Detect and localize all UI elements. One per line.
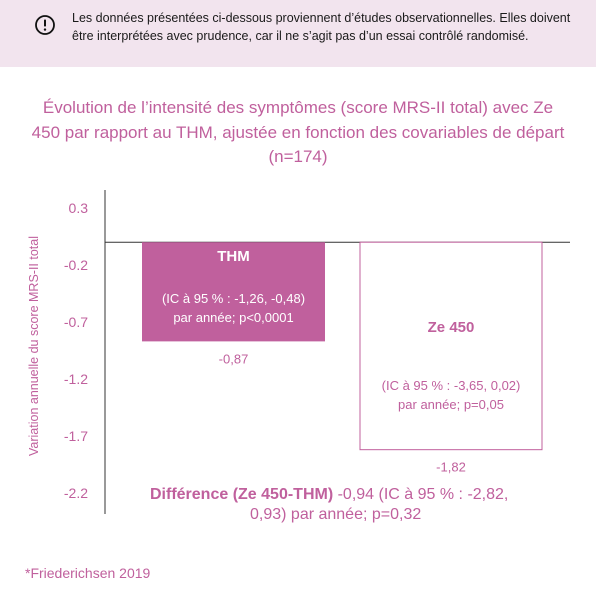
y-tick-label: -1.7 [64,428,88,444]
bar-annotation: (IC à 95 % : -3,65, 0,02) [382,378,521,393]
y-tick-label: -1.2 [64,371,88,387]
y-tick-label: -0.7 [64,314,88,330]
category-label: THM [217,248,250,265]
bar-annotation: (IC à 95 % : -1,26, -0,48) [162,291,305,306]
difference-note: Différence (Ze 450-THM) -0,94 (IC à 95 %… [150,486,508,503]
bar-annotation: par année; p=0,05 [398,397,504,412]
y-tick-label: -0.2 [64,257,88,273]
y-tick-label: -2.2 [64,485,88,501]
exclamation-circle-icon [35,15,55,35]
notice-text: Les données présentées ci-dessous provie… [72,11,571,43]
value-label: -1,82 [436,460,466,475]
value-label: -0,87 [219,351,249,366]
notice-banner: Les données présentées ci-dessous provie… [0,0,596,67]
chart-title: Évolution de l’intensité des symptômes (… [31,98,565,166]
bar-1 [359,241,543,451]
y-axis-label: Variation annuelle du score MRS-II total [27,236,41,456]
bar-0 [142,242,325,342]
difference-note-line2: 0,93) par année; p=0,32 [250,506,421,523]
footnote: *Friederichsen 2019 [25,565,151,581]
category-label: Ze 450 [428,319,475,336]
y-tick-label: 0.3 [69,200,89,216]
bar-annotation: par année; p<0,0001 [173,310,293,325]
